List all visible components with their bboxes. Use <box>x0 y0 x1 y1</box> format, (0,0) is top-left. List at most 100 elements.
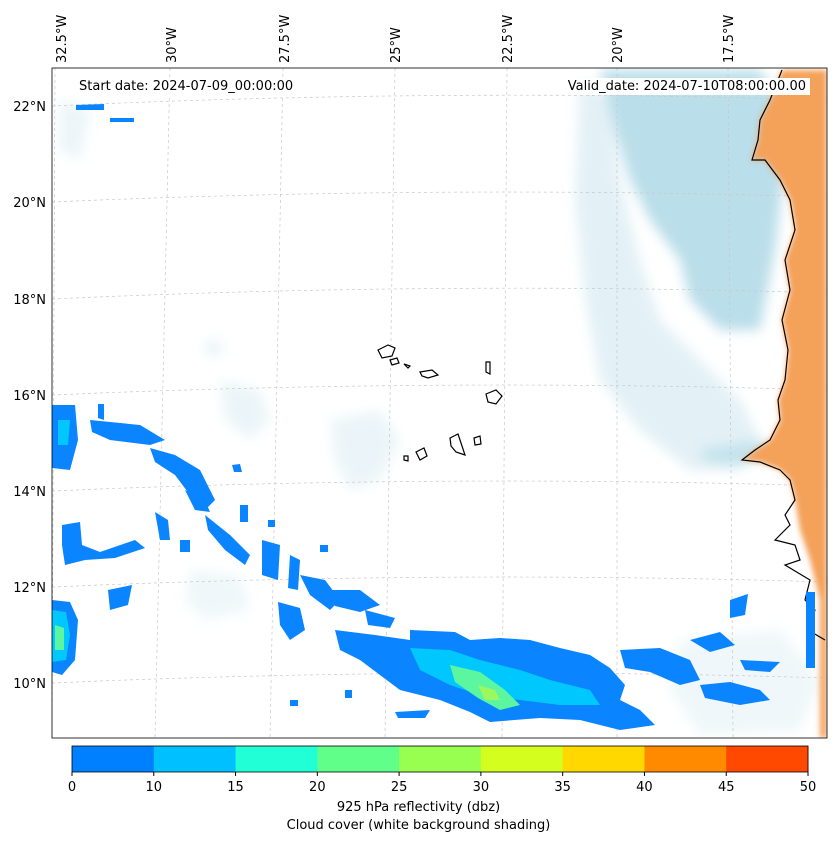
lon-label: 20°W <box>611 27 626 63</box>
longitude-labels: 32.5°W 30°W 27.5°W 25°W 22.5°W 20°W 17.5… <box>55 15 737 63</box>
colorbar-tick-label: 10 <box>146 780 163 795</box>
echo-east-1 <box>620 648 700 685</box>
lat-label: 20°N <box>13 196 46 211</box>
colorbar-label: 925 hPa reflectivity (dbz) <box>336 800 501 815</box>
echo-scatter-4 <box>320 545 328 552</box>
colorbar-segment <box>317 746 400 772</box>
parallel-18n <box>52 287 827 300</box>
africa-landmass <box>742 70 827 738</box>
echo-scatter-5 <box>268 520 275 527</box>
echo-scatter-2 <box>240 505 248 522</box>
island-sao-nicolau <box>419 369 440 379</box>
lon-label: 17.5°W <box>722 15 737 63</box>
echo-mid-1 <box>262 540 280 580</box>
island-santo-antao <box>377 344 396 359</box>
island-fogo <box>415 447 428 461</box>
echo-arc-west <box>62 522 145 565</box>
echo-mid-6 <box>365 610 395 628</box>
echo-mid-2 <box>288 555 300 590</box>
meridian-22-5w <box>501 68 508 738</box>
parallel-16n <box>52 384 827 396</box>
echo-scatter-3 <box>180 540 190 552</box>
colorbar-tick-label: 15 <box>227 780 244 795</box>
island-sao-vicente <box>389 357 400 366</box>
lon-label: 32.5°W <box>55 15 70 63</box>
colorbar-segment <box>235 746 318 772</box>
parallel-14n <box>52 480 827 492</box>
start-date-label: Start date: 2024-07-09_00:00:00 <box>75 78 298 95</box>
colorbar-tick-label: 35 <box>554 780 571 795</box>
colorbar-segment <box>726 746 809 772</box>
meridian-30w <box>154 68 171 738</box>
echo-west-band-2 <box>98 404 104 420</box>
colorbar-tick-label: 20 <box>309 780 326 795</box>
echo-diagonal-3 <box>205 515 250 565</box>
echo-mid-3 <box>300 575 340 610</box>
colorbar: 0 10 15 20 25 30 35 40 45 50 <box>68 745 817 795</box>
parallel-20n <box>52 191 827 203</box>
map-area <box>52 68 827 738</box>
parallel-10n <box>52 672 827 684</box>
cloud-cover-east-fringe <box>575 80 760 470</box>
echo-coast-strip <box>806 592 815 668</box>
africa-coastline <box>740 69 826 641</box>
cloud-cover-north-east <box>600 70 790 330</box>
reflectivity-layer <box>52 104 815 730</box>
echo-diagonal-2 <box>185 490 210 512</box>
echo-east-3 <box>730 594 748 618</box>
island-boa-vista <box>485 389 503 405</box>
colorbar-frame <box>71 745 809 773</box>
echo-west-core-high <box>55 625 64 650</box>
echo-diagonal-4 <box>155 512 170 540</box>
echo-north-1 <box>76 104 104 110</box>
meridian-17-5w <box>727 68 734 738</box>
echo-south-band-mid <box>410 648 600 705</box>
colorbar-segment <box>562 746 645 772</box>
lat-label: 16°N <box>13 389 46 404</box>
echo-scatter-1 <box>232 464 242 472</box>
cloud-cover-scattered-2 <box>220 380 270 440</box>
island-brava <box>403 455 409 462</box>
lat-label: 18°N <box>13 293 46 308</box>
island-sal <box>485 361 491 375</box>
lat-label: 10°N <box>13 677 46 692</box>
colorbar-tick-label: 40 <box>636 780 653 795</box>
cloud-cover-scattered-6 <box>205 340 222 356</box>
colorbar-segment <box>72 746 155 772</box>
echo-west-band-1 <box>90 420 165 445</box>
lon-label: 27.5°W <box>278 15 293 63</box>
colorbar-tick-label: 50 <box>800 780 817 795</box>
colorbar-tick-label: 0 <box>68 780 76 795</box>
map-frame <box>51 67 828 739</box>
lat-label: 12°N <box>13 581 46 596</box>
parallel-22n <box>52 94 827 107</box>
echo-west-edge-mid <box>58 420 70 445</box>
echo-east-2 <box>690 632 735 652</box>
latitude-labels: 22°N 20°N 18°N 16°N 14°N 12°N 10°N <box>13 100 46 692</box>
echo-mid-5 <box>330 590 380 612</box>
echo-mid-4 <box>278 602 305 640</box>
cloud-cover-scattered-5 <box>670 630 820 735</box>
cloud-cover-scattered-4 <box>185 570 250 620</box>
echo-diagonal-1 <box>150 448 215 510</box>
colorbar-tick-label: 25 <box>391 780 408 795</box>
colorbar-segment <box>399 746 482 772</box>
parallel-12n <box>52 576 827 588</box>
meridian-27-5w <box>269 68 284 738</box>
colorbar-tick-label: 45 <box>718 780 735 795</box>
cloud-cover-scattered-1 <box>330 410 400 490</box>
echo-south-band-peak <box>478 685 500 700</box>
cloud-cover-scattered-3 <box>60 100 90 160</box>
cape-verde-islands <box>377 344 503 462</box>
island-santiago <box>449 433 466 456</box>
colorbar-segment <box>153 746 237 772</box>
echo-east-4 <box>700 682 770 705</box>
valid-date-label: Valid_date: 2024-07-10T08:00:00.00 <box>563 78 810 95</box>
lon-label: 25°W <box>389 27 404 63</box>
echo-scatter-6 <box>345 690 352 698</box>
echo-east-5 <box>740 660 780 672</box>
echo-sw-1 <box>108 585 132 610</box>
echo-scatter-7 <box>290 700 298 706</box>
colorbar-tick-label: 30 <box>473 780 490 795</box>
